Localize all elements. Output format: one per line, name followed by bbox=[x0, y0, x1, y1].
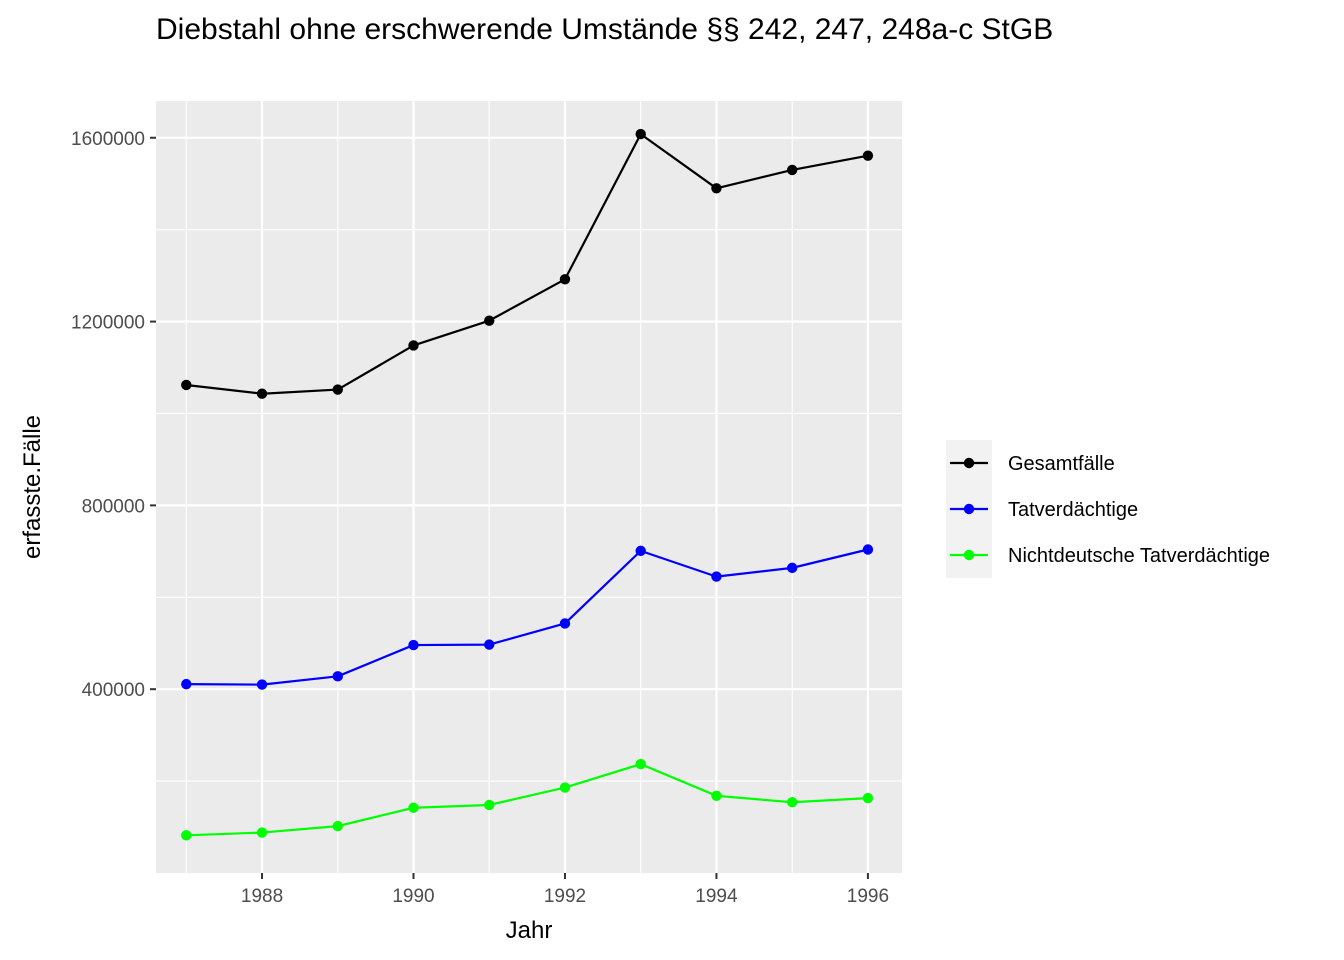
minor-gridlines bbox=[156, 101, 902, 873]
data-point bbox=[332, 820, 343, 832]
axis-ticks: 1988 1990 1992 1994 1996 400000 800000 1200000 1… bbox=[71, 129, 889, 907]
y-tick-label: 1600000 bbox=[71, 129, 145, 150]
x-tick-label: 1990 bbox=[392, 886, 434, 907]
series-line bbox=[186, 132, 869, 395]
data-point bbox=[181, 830, 192, 841]
legend-key-point bbox=[963, 457, 975, 469]
data-point bbox=[256, 827, 268, 838]
data-point bbox=[635, 545, 646, 557]
data-point bbox=[786, 562, 798, 574]
data-point bbox=[711, 183, 722, 194]
plot-panel bbox=[156, 101, 902, 873]
legend-label: Tatverdächtige bbox=[1008, 499, 1138, 521]
legend-label: Gesamtfälle bbox=[1008, 453, 1115, 475]
y-tick-label: 800000 bbox=[82, 496, 145, 517]
data-point bbox=[862, 544, 874, 555]
legend-key-point bbox=[963, 503, 975, 515]
data-point bbox=[635, 128, 646, 140]
x-tick-label: 1992 bbox=[544, 886, 586, 907]
y-tick-label: 400000 bbox=[82, 680, 145, 701]
data-point bbox=[332, 671, 343, 682]
data-point bbox=[635, 758, 646, 770]
legend-label: Nichtdeutsche Tatverdächtige bbox=[1008, 545, 1270, 567]
data-point bbox=[484, 639, 495, 650]
legend-key-point bbox=[963, 549, 975, 561]
series-layer bbox=[181, 128, 874, 841]
data-point bbox=[484, 799, 495, 811]
series-line bbox=[186, 762, 868, 837]
data-point bbox=[408, 639, 419, 651]
legend: Gesamtfälle Tatverdächtige Nichtdeutsche T… bbox=[946, 440, 1270, 578]
data-point bbox=[711, 790, 722, 801]
chart-title: Diebstahl ohne erschwerende Umstände §§ … bbox=[156, 13, 1054, 46]
y-axis-title: erfasste.Fälle bbox=[19, 415, 46, 559]
data-point bbox=[559, 618, 571, 629]
data-point bbox=[559, 274, 571, 285]
x-tick-label: 1994 bbox=[695, 886, 738, 907]
data-point bbox=[332, 384, 343, 395]
data-point bbox=[786, 164, 798, 176]
data-point bbox=[559, 782, 571, 793]
x-axis-title: Jahr bbox=[506, 917, 553, 944]
data-point bbox=[862, 150, 874, 161]
data-point bbox=[256, 388, 268, 399]
x-tick-label: 1996 bbox=[847, 886, 889, 907]
data-point bbox=[408, 340, 419, 351]
series-line bbox=[186, 548, 869, 686]
data-point bbox=[862, 792, 874, 804]
y-tick-label: 1200000 bbox=[71, 313, 145, 334]
data-point bbox=[181, 379, 192, 391]
x-tick-label: 1988 bbox=[241, 886, 283, 907]
data-point bbox=[408, 802, 419, 813]
data-point bbox=[786, 797, 798, 808]
data-point bbox=[181, 678, 192, 690]
data-point bbox=[711, 571, 722, 582]
major-gridlines bbox=[156, 101, 902, 873]
data-point bbox=[484, 315, 495, 326]
data-point bbox=[256, 679, 268, 690]
